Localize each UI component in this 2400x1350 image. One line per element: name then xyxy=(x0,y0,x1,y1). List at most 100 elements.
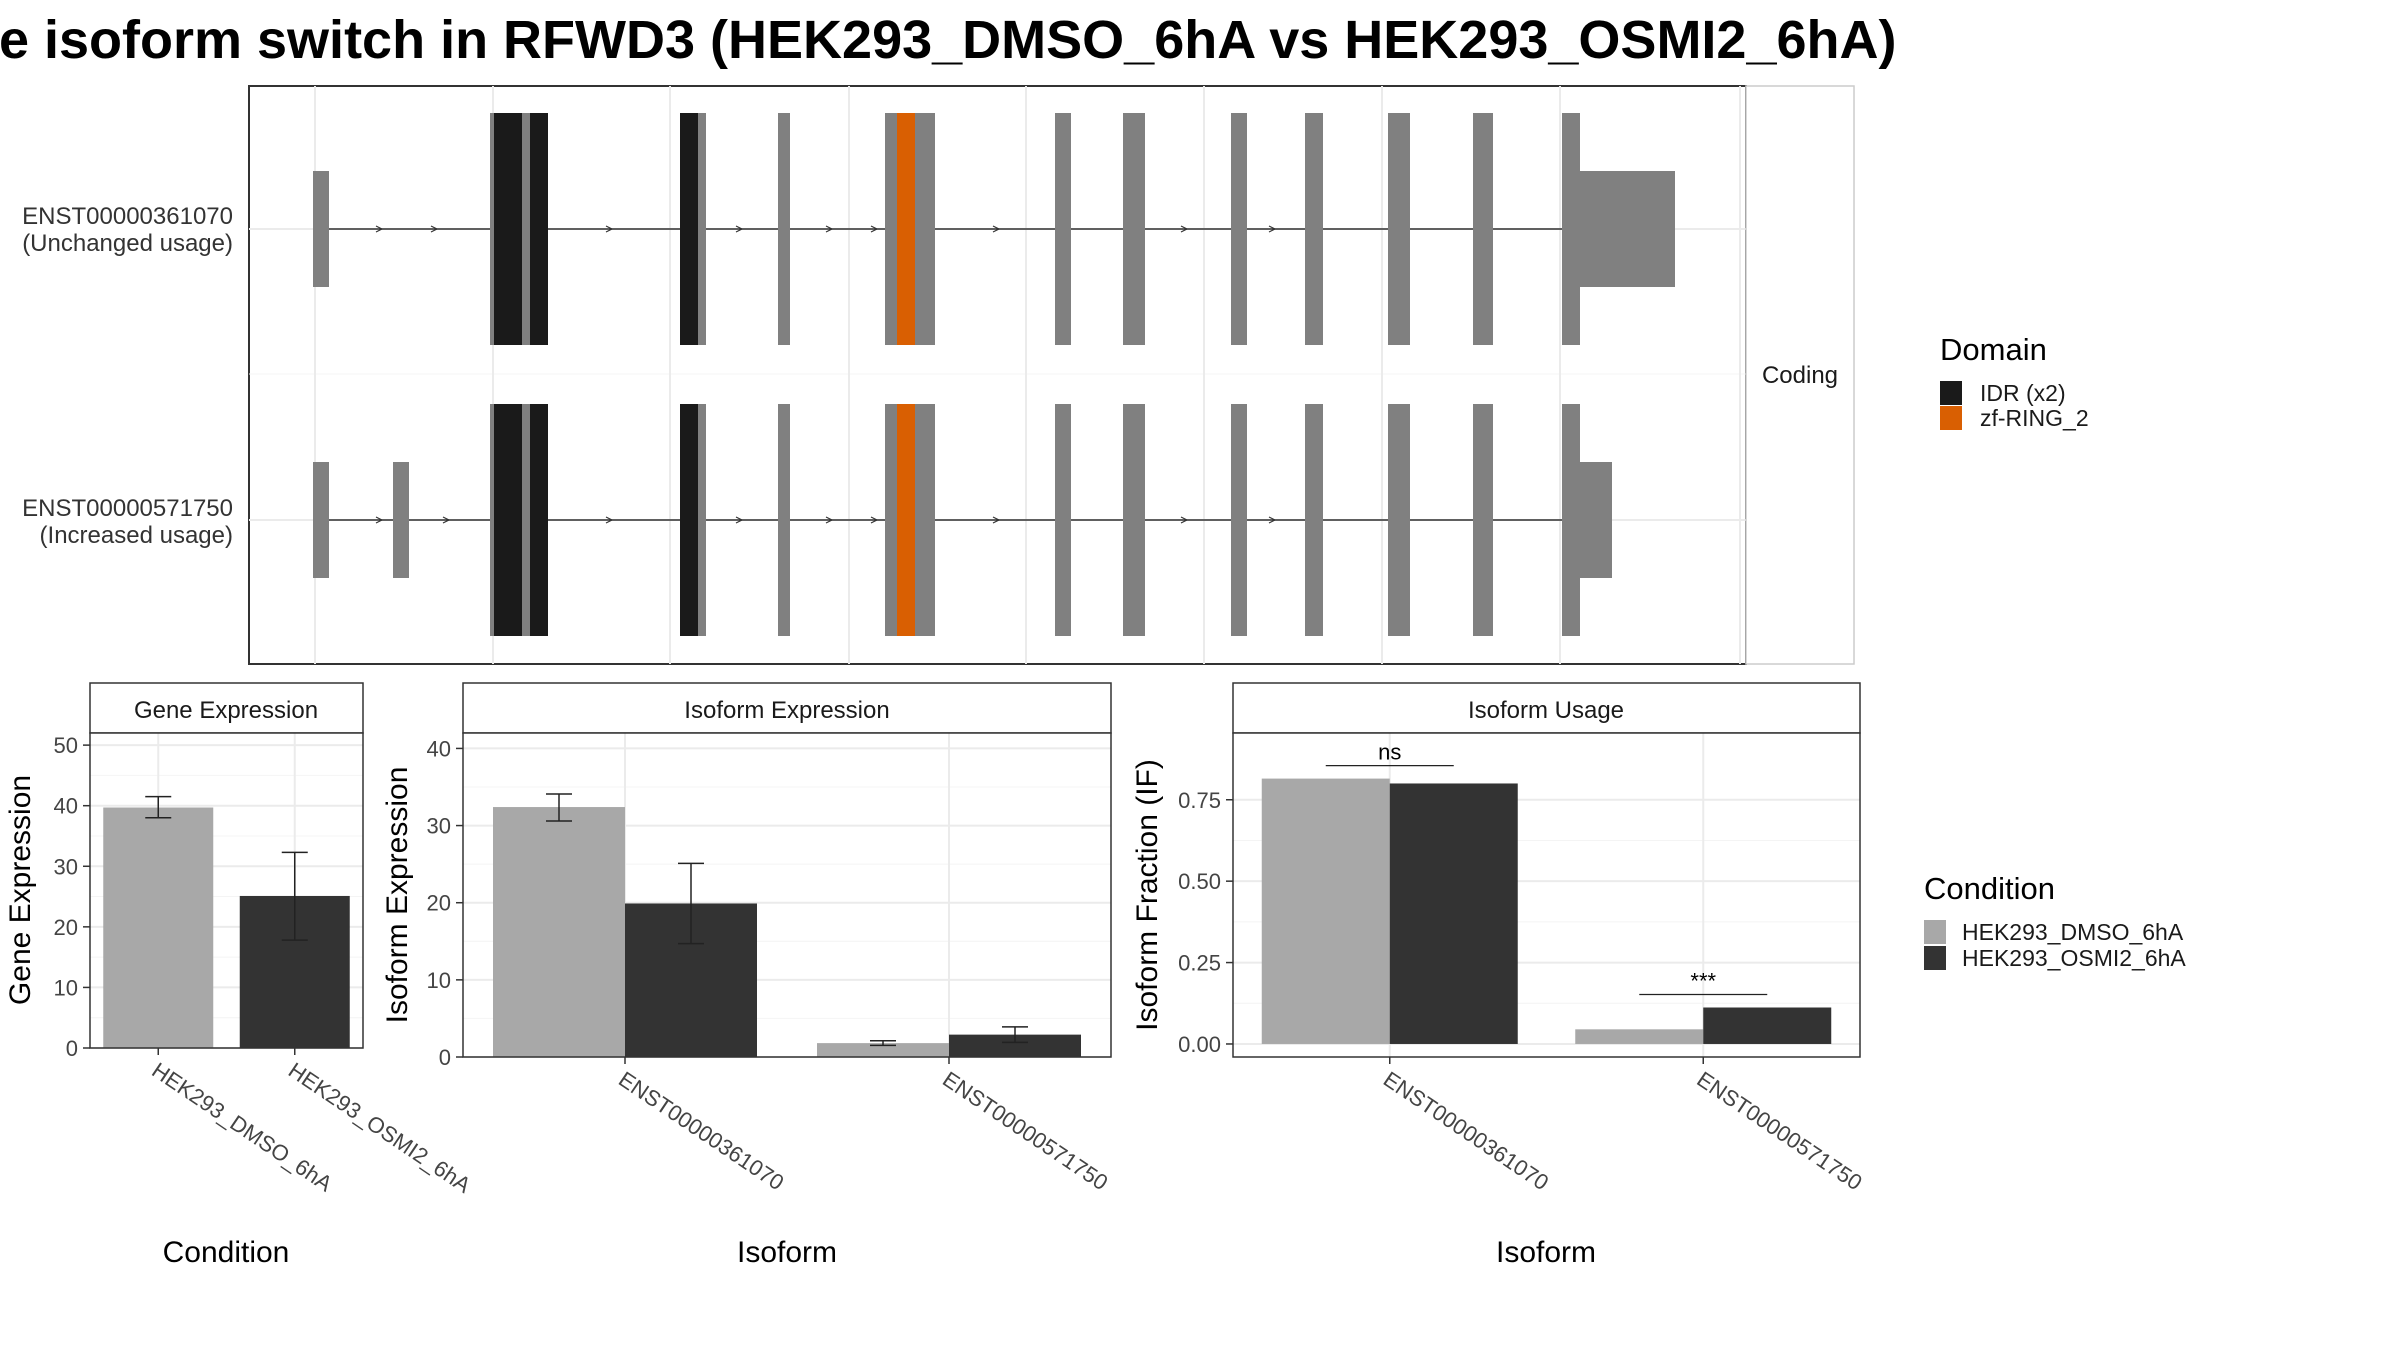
bar-hek293_dmso_6ha xyxy=(103,807,214,1048)
direction-arrow xyxy=(1180,225,1189,233)
coding-exon xyxy=(490,404,494,636)
isoform-usage-panel: Isoform Usage ns *** 0.00 0.25 0.50 0.75 ENST… xyxy=(1131,682,1867,1269)
gene-expression-frame xyxy=(89,732,364,1049)
y-tick-label: 40 xyxy=(427,736,451,761)
isoform-expression-frame xyxy=(462,732,1112,1058)
idr-domain xyxy=(494,113,522,345)
legend-swatch-idr xyxy=(1940,381,1962,405)
utr-exon xyxy=(393,462,409,578)
coding-exon xyxy=(698,113,706,345)
isoform-usage-bars: ns *** xyxy=(1261,740,1832,1044)
zf-ring-2-domain xyxy=(897,113,915,345)
direction-arrow xyxy=(442,516,451,524)
coding-exon xyxy=(490,113,494,345)
zf-ring-2-domain xyxy=(897,404,915,636)
isoform-usage-1: (Unchanged usage) xyxy=(22,230,233,257)
condition-legend-title: Condition xyxy=(1924,871,2055,906)
y-tick-label: 0.25 xyxy=(1178,951,1221,976)
direction-arrow xyxy=(605,516,614,524)
isoform-expression-panel: Isoform Expression 0 10 20 30 40 ENST00000361… xyxy=(381,682,1112,1269)
isoform-usage-2: (Increased usage) xyxy=(40,522,233,549)
isoform-expression-xlabel: Isoform xyxy=(737,1236,837,1269)
error-bar xyxy=(1002,1026,1028,1044)
isoform-expression-title: Isoform Expression xyxy=(684,697,889,724)
y-tick-label: 0.50 xyxy=(1178,869,1221,894)
y-tick-label: 20 xyxy=(427,891,451,916)
error-bar xyxy=(546,793,572,822)
x-tick-label: ENST00000361070 xyxy=(614,1066,788,1195)
direction-arrow xyxy=(1180,516,1189,524)
utr-exon xyxy=(1580,462,1612,578)
bar-hek293_osmi2_6ha-enst00000361070 xyxy=(1389,783,1518,1044)
significance-label: *** xyxy=(1690,969,1716,994)
direction-arrow xyxy=(735,225,744,233)
gene-expression-bars xyxy=(103,795,350,1048)
isoform-expression-strip xyxy=(462,682,1112,734)
direction-arrow xyxy=(735,516,744,524)
y-tick-label: 0 xyxy=(66,1036,78,1061)
y-tick-label: 0.00 xyxy=(1178,1032,1221,1057)
y-tick-label: 10 xyxy=(427,968,451,993)
condition-legend: Condition HEK293_DMSO_6hA HEK293_OSMI2_6… xyxy=(1924,871,2186,971)
utr-exon xyxy=(313,171,329,287)
coding-exon xyxy=(522,113,530,345)
bar-hek293_osmi2_6ha-enst00000571750 xyxy=(949,1034,1081,1057)
bar-hek293_dmso_6ha-enst00000571750 xyxy=(817,1043,949,1057)
coding-exon xyxy=(1055,113,1071,345)
coding-exon xyxy=(885,113,897,345)
idr-domain xyxy=(530,113,548,345)
isoform-structure-panel: Coding ENST00000361070 (Unchanged usage)… xyxy=(22,85,1855,665)
isoform-usage-frame xyxy=(1232,732,1861,1058)
coding-exon xyxy=(1562,404,1580,636)
isoform-label-2: ENST00000571750 xyxy=(22,495,233,522)
isoform-usage-strip xyxy=(1232,682,1861,734)
gene-expression-ylabel: Gene Expression xyxy=(4,775,37,1005)
facet-label-coding: Coding xyxy=(1762,362,1838,389)
transcript-1 xyxy=(313,113,1675,345)
coding-exon xyxy=(1388,404,1410,636)
direction-arrow xyxy=(870,225,879,233)
error-bar xyxy=(145,795,172,819)
coding-exon xyxy=(924,404,935,636)
bar-hek293_osmi2_6ha-enst00000571750 xyxy=(1703,1007,1832,1044)
isoform-usage-ylabel: Isoform Fraction (IF) xyxy=(1131,759,1164,1031)
direction-arrow xyxy=(825,225,834,233)
coding-exon xyxy=(924,113,935,345)
isoform-usage-xlabel: Isoform xyxy=(1496,1236,1596,1269)
coding-exon xyxy=(1473,404,1493,636)
x-tick-label: ENST00000571750 xyxy=(938,1066,1112,1195)
bar-hek293_dmso_6ha-enst00000361070 xyxy=(1261,778,1390,1044)
coding-exon xyxy=(778,404,790,636)
isoform-expression-bars xyxy=(493,793,1081,1057)
coding-exon xyxy=(915,404,924,636)
bar-hek293_dmso_6ha-enst00000361070 xyxy=(493,807,625,1057)
legend-swatch-zf-ring-2 xyxy=(1940,406,1962,430)
direction-arrow xyxy=(870,516,879,524)
direction-arrow xyxy=(825,516,834,524)
structure-transcripts xyxy=(313,113,1675,636)
gene-expression-title: Gene Expression xyxy=(134,697,318,724)
coding-exon xyxy=(778,113,790,345)
y-tick-label: 50 xyxy=(54,733,78,758)
coding-exon xyxy=(915,113,924,345)
x-tick-label: ENST00000571750 xyxy=(1692,1066,1866,1195)
gene-expression-xlabel: Condition xyxy=(163,1236,290,1269)
idr-domain xyxy=(530,404,548,636)
y-tick-label: 20 xyxy=(54,915,78,940)
error-bar xyxy=(281,851,308,941)
legend-swatch-osmi2 xyxy=(1924,946,1946,970)
idr-domain xyxy=(680,113,698,345)
coding-exon xyxy=(1231,113,1247,345)
domain-legend: Domain IDR (x2) zf-RING_2 xyxy=(1940,332,2089,431)
direction-arrow xyxy=(1268,516,1277,524)
coding-exon xyxy=(1231,404,1247,636)
coding-exon xyxy=(1055,404,1071,636)
coding-exon xyxy=(522,404,530,636)
error-bar xyxy=(678,862,704,945)
idr-domain xyxy=(680,404,698,636)
direction-arrow xyxy=(375,225,384,233)
significance-label: ns xyxy=(1378,740,1401,765)
legend-swatch-dmso xyxy=(1924,920,1946,944)
idr-domain xyxy=(494,404,522,636)
